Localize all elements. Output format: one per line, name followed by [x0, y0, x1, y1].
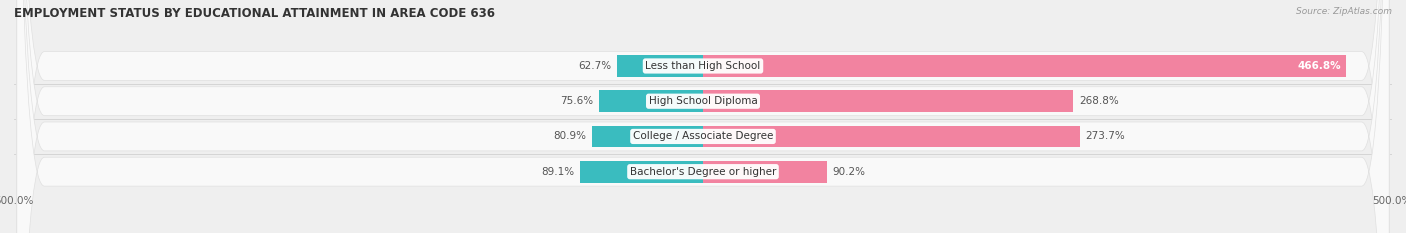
Bar	[703, 55, 1346, 77]
Bar	[581, 161, 703, 183]
Bar	[703, 90, 1073, 112]
Text: 89.1%: 89.1%	[541, 167, 575, 177]
Text: EMPLOYMENT STATUS BY EDUCATIONAL ATTAINMENT IN AREA CODE 636: EMPLOYMENT STATUS BY EDUCATIONAL ATTAINM…	[14, 7, 495, 20]
Text: 80.9%: 80.9%	[553, 131, 586, 141]
FancyBboxPatch shape	[17, 0, 1389, 233]
Text: 90.2%: 90.2%	[832, 167, 866, 177]
Text: 62.7%: 62.7%	[578, 61, 612, 71]
FancyBboxPatch shape	[17, 0, 1389, 233]
Text: College / Associate Degree: College / Associate Degree	[633, 131, 773, 141]
Bar	[599, 90, 703, 112]
Bar	[703, 126, 1080, 147]
Text: Less than High School: Less than High School	[645, 61, 761, 71]
Text: 273.7%: 273.7%	[1085, 131, 1125, 141]
Text: Bachelor's Degree or higher: Bachelor's Degree or higher	[630, 167, 776, 177]
Text: 466.8%: 466.8%	[1298, 61, 1341, 71]
Bar	[703, 161, 827, 183]
Bar	[592, 126, 703, 147]
Text: High School Diploma: High School Diploma	[648, 96, 758, 106]
Text: 75.6%: 75.6%	[560, 96, 593, 106]
Bar	[617, 55, 703, 77]
FancyBboxPatch shape	[17, 0, 1389, 233]
Text: Source: ZipAtlas.com: Source: ZipAtlas.com	[1296, 7, 1392, 16]
Text: 268.8%: 268.8%	[1078, 96, 1119, 106]
FancyBboxPatch shape	[17, 0, 1389, 233]
